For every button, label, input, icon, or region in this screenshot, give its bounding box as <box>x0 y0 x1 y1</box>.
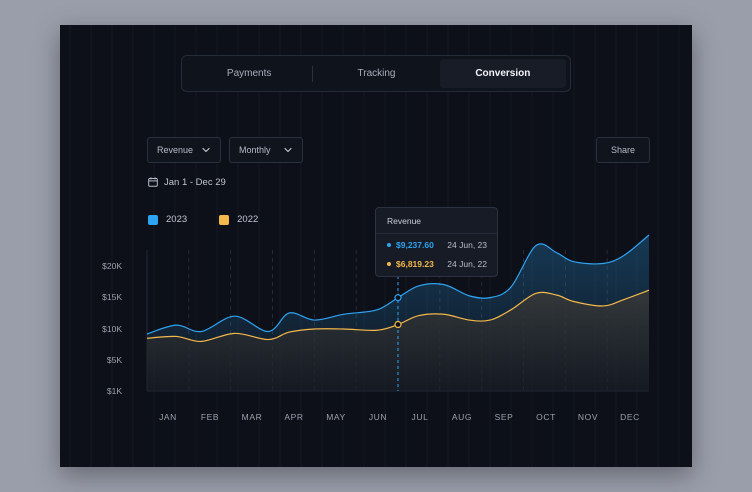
y-tick-label: $15K <box>102 292 122 302</box>
legend-label-2023: 2023 <box>166 214 188 225</box>
tooltip-value: $9,237.60 <box>396 240 434 250</box>
x-tick-label: MAY <box>326 412 346 422</box>
x-tick-label: JUN <box>369 412 387 422</box>
tooltip-dot <box>387 262 391 266</box>
legend-label-2022: 2022 <box>237 214 259 225</box>
tooltip-row-2022: $6,819.23 24 Jun, 22 <box>376 256 497 272</box>
legend-item-2022[interactable]: 2022 <box>219 214 258 225</box>
series-line-2022 <box>146 289 650 343</box>
tab-tracking[interactable]: Tracking <box>357 68 396 79</box>
series-area-2022 <box>147 290 649 391</box>
legend-item-2023[interactable]: 2023 <box>148 214 187 225</box>
x-tick-label: AUG <box>452 412 472 422</box>
tab-conversion[interactable]: Conversion <box>439 59 566 88</box>
y-tick-label: $5K <box>107 355 122 365</box>
y-tick-label: $1K <box>107 386 122 396</box>
tooltip-date: 24 Jun, 23 <box>447 240 487 250</box>
x-tick-label: OCT <box>536 412 556 422</box>
legend-swatch-2022 <box>219 214 230 225</box>
x-tick-label: JUL <box>412 412 429 422</box>
legend-swatch-2023 <box>148 214 158 225</box>
tooltip-dot <box>387 243 391 247</box>
x-tick-label: APR <box>284 412 303 422</box>
tooltip-date: 24 Jun, 22 <box>447 259 487 269</box>
x-tick-label: MAR <box>242 412 263 422</box>
tooltip-title: Revenue <box>376 208 497 234</box>
chevron-down-icon <box>202 147 210 153</box>
x-tick-label: FEB <box>201 412 219 422</box>
x-tick-label: SEP <box>495 412 514 422</box>
calendar-icon <box>148 177 158 187</box>
tab-bar: Payments Tracking Conversion <box>181 55 571 92</box>
tab-payments[interactable]: Payments <box>226 68 272 79</box>
chart-legend: 2023 2022 <box>148 214 258 225</box>
hover-point-2023[interactable] <box>394 294 402 302</box>
share-button[interactable]: Share <box>596 137 650 163</box>
chart-tooltip: Revenue $9,237.60 24 Jun, 23 $6,819.23 2… <box>375 207 498 277</box>
y-tick-label: $20K <box>102 261 122 271</box>
x-tick-label: JAN <box>159 412 177 422</box>
hover-point-2022[interactable] <box>394 320 402 329</box>
tab-divider <box>312 65 314 82</box>
date-range[interactable]: Jan 1 - Dec 29 <box>148 175 226 189</box>
period-select-value: Monthly <box>239 145 271 155</box>
chevron-down-icon <box>284 147 292 153</box>
period-select[interactable]: Monthly <box>229 137 303 163</box>
metric-select[interactable]: Revenue <box>147 137 221 163</box>
y-tick-label: $10K <box>102 324 122 334</box>
metric-select-value: Revenue <box>157 145 194 155</box>
x-tick-label: DEC <box>620 412 640 422</box>
date-range-label: Jan 1 - Dec 29 <box>164 176 226 188</box>
tooltip-row-2023: $9,237.60 24 Jun, 23 <box>376 237 497 253</box>
tooltip-value: $6,819.23 <box>396 259 434 269</box>
series-line-2023 <box>146 234 650 335</box>
x-tick-label: NOV <box>578 412 598 422</box>
